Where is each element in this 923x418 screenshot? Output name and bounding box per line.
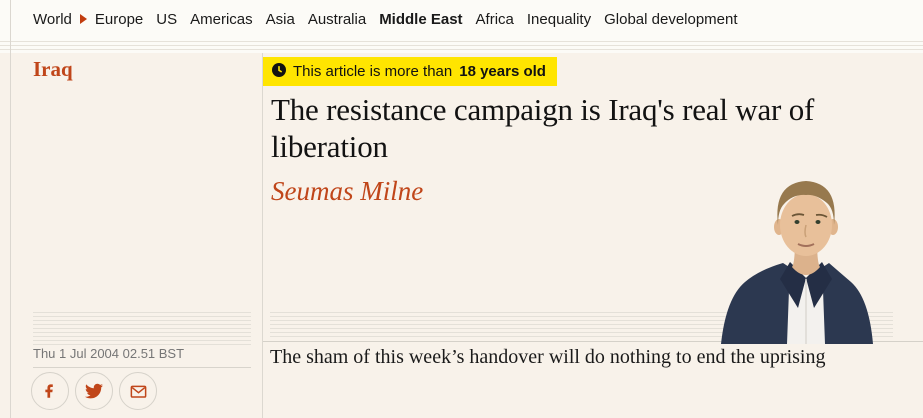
nav-item-middle-east[interactable]: Middle East [379,10,463,28]
nav-item-world[interactable]: World [33,10,72,28]
clock-icon [272,62,286,81]
nav-item-global-development[interactable]: Global development [604,10,738,28]
share-facebook-button[interactable] [31,372,69,410]
nav-item-asia[interactable]: Asia [265,10,295,28]
share-email-button[interactable] [119,372,157,410]
chevron-right-icon [79,14,87,24]
article-age-banner: This article is more than 18 years old [263,57,557,86]
nav-item-americas[interactable]: Americas [190,10,253,28]
page-edge-line [10,0,11,418]
nav-item-africa[interactable]: Africa [475,10,514,28]
nav-item-us[interactable]: US [156,10,178,28]
headline: The resistance campaign is Iraq's real w… [271,92,815,164]
sub-navigation: World Europe US Americas Asia Australia … [0,0,923,38]
facebook-icon [41,382,59,400]
share-twitter-button[interactable] [75,372,113,410]
nav-item-australia[interactable]: Australia [307,10,367,28]
standfirst: The sham of this week’s handover will do… [270,346,826,368]
twitter-icon [85,382,103,400]
ruled-separator [0,38,923,53]
publish-date: Thu 1 Jul 2004 02.51 BST [33,346,185,361]
share-buttons [31,372,157,410]
section-label-iraq[interactable]: Iraq [33,57,73,81]
email-icon [129,382,148,401]
column-divider [262,53,263,418]
left-divider-line [33,367,251,368]
byline-author[interactable]: Seumas Milne [271,176,424,206]
author-photo [721,181,873,344]
standfirst-divider-line [263,341,923,342]
nav-item-europe[interactable]: Europe [94,10,144,28]
age-banner-text: This article is more than [293,63,453,80]
left-placeholder-lines [33,312,251,345]
nav-row: World Europe US Americas Asia Australia … [33,0,738,38]
nav-item-inequality[interactable]: Inequality [526,10,592,28]
age-banner-age: 18 years old [459,63,546,80]
